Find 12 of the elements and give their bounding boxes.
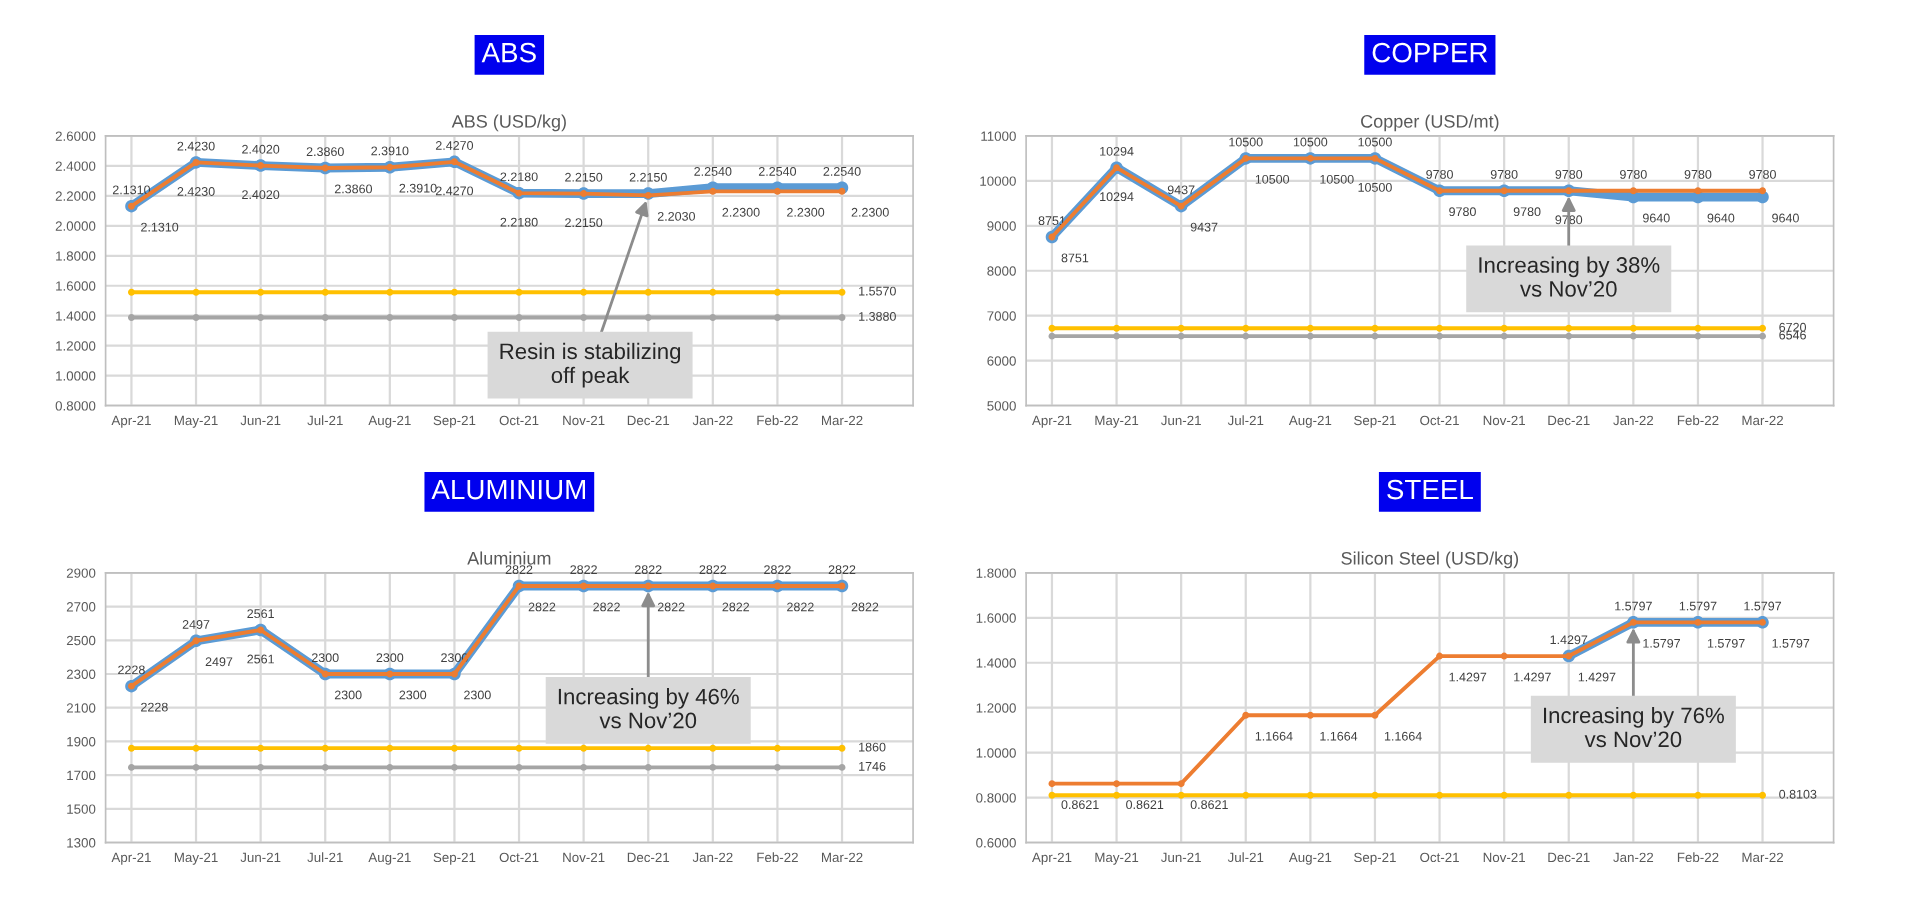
- chart-title: ABS: [481, 42, 536, 63]
- chart-subtitle: Silicon Steel (USD/kg): [1341, 551, 1519, 569]
- chart-subtitle: Copper (USD/mt): [1361, 114, 1499, 132]
- chart-subtitle: ABS (USD/kg): [451, 114, 566, 132]
- annotation: Increasing by 38% vs Nov’20: [1479, 256, 1660, 297]
- chart-title: STEEL: [1387, 479, 1473, 500]
- chart-subtitle: Aluminium: [467, 551, 551, 565]
- annotation: Resin is stabilizing off peak: [500, 342, 681, 388]
- chart-title: ALUMINIUM: [431, 480, 585, 500]
- annotation: Increasing by 76% vs Nov’20: [1543, 706, 1724, 748]
- chart-title: COPPER: [1372, 42, 1488, 63]
- annotation: Increasing by 46% vs Nov’20: [558, 688, 739, 729]
